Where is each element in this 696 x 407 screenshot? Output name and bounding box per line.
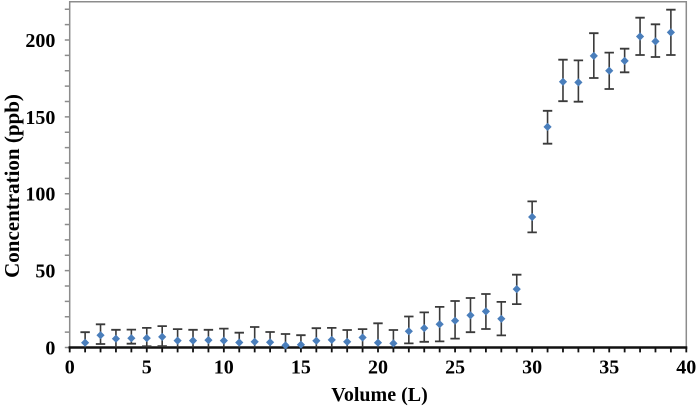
svg-text:5: 5 [142,356,152,378]
svg-text:40: 40 [676,356,696,378]
svg-text:15: 15 [291,356,311,378]
svg-text:0: 0 [65,356,75,378]
svg-text:25: 25 [445,356,465,378]
svg-text:20: 20 [368,356,388,378]
svg-text:Concentration (ppb): Concentration (ppb) [0,94,24,278]
svg-text:200: 200 [25,30,55,52]
svg-text:Volume (L): Volume (L) [331,384,427,406]
svg-text:150: 150 [25,107,55,129]
svg-text:10: 10 [214,356,234,378]
svg-text:100: 100 [25,184,55,206]
svg-text:50: 50 [35,261,55,283]
svg-text:35: 35 [599,356,619,378]
svg-text:30: 30 [522,356,542,378]
svg-text:0: 0 [45,337,55,359]
